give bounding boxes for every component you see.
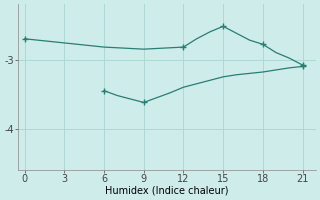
X-axis label: Humidex (Indice chaleur): Humidex (Indice chaleur) — [105, 186, 229, 196]
